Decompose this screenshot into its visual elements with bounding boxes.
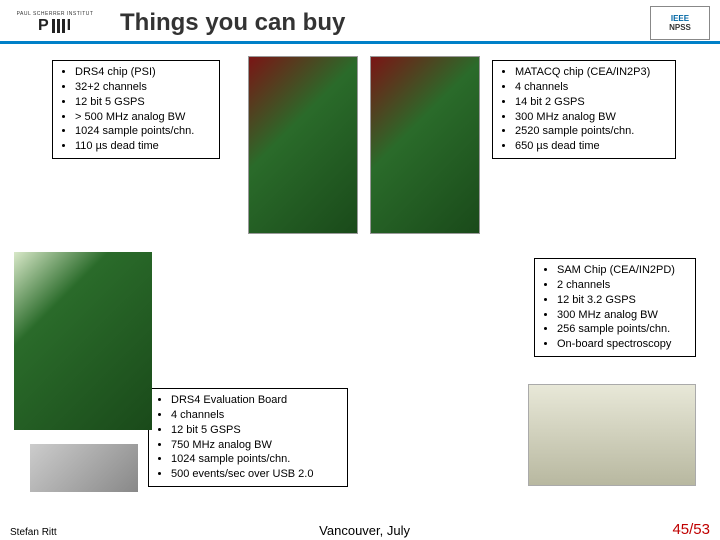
slide-footer: Stefan Ritt Vancouver, July 45/53 — [0, 516, 720, 540]
spec-box-drs4: DRS4 chip (PSI)32+2 channels12 bit 5 GSP… — [52, 60, 220, 159]
spec-item: 2 channels — [557, 278, 685, 293]
dongle-photo — [30, 444, 138, 492]
npss-text: NPSS — [669, 23, 691, 32]
spec-box-sam: SAM Chip (CEA/IN2PD)2 channels12 bit 3.2… — [534, 258, 696, 357]
footer-author: Stefan Ritt — [10, 527, 57, 538]
spec-item: DRS4 Evaluation Board — [171, 393, 337, 408]
spec-box-eval: DRS4 Evaluation Board4 channels12 bit 5 … — [148, 388, 348, 487]
spec-item: SAM Chip (CEA/IN2PD) — [557, 263, 685, 278]
ieee-text: IEEE — [671, 14, 689, 23]
footer-page: 45/53 — [672, 521, 710, 538]
spec-item: 1024 sample points/chn. — [75, 124, 209, 139]
spec-list-eval: DRS4 Evaluation Board4 channels12 bit 5 … — [155, 393, 337, 482]
spec-item: DRS4 chip (PSI) — [75, 65, 209, 80]
spec-item: 256 sample points/chn. — [557, 322, 685, 337]
spec-item: 2520 sample points/chn. — [515, 124, 665, 139]
board-photo-1 — [248, 56, 358, 234]
spec-item: MATACQ chip (CEA/IN2P3) — [515, 65, 665, 80]
spec-item: 12 bit 3.2 GSPS — [557, 293, 685, 308]
usb-wave-catcher-photo — [528, 384, 696, 486]
board-photo-2 — [370, 56, 480, 234]
spec-list-drs4: DRS4 chip (PSI)32+2 channels12 bit 5 GSP… — [59, 65, 209, 154]
spec-item: 32+2 channels — [75, 80, 209, 95]
spec-item: 14 bit 2 GSPS — [515, 95, 665, 110]
psi-logo: PAUL SCHERRER INSTITUT PI — [10, 6, 100, 40]
spec-item: 12 bit 5 GSPS — [171, 423, 337, 438]
psi-logo-main: PI — [38, 17, 72, 35]
spec-list-matacq: MATACQ chip (CEA/IN2P3)4 channels14 bit … — [499, 65, 665, 154]
spec-item: 110 µs dead time — [75, 139, 209, 154]
spec-item: 4 channels — [171, 408, 337, 423]
spec-list-sam: SAM Chip (CEA/IN2PD)2 channels12 bit 3.2… — [541, 263, 685, 352]
spec-item: 750 MHz analog BW — [171, 438, 337, 453]
spec-item: 500 events/sec over USB 2.0 — [171, 467, 337, 482]
spec-item: > 500 MHz analog BW — [75, 110, 209, 125]
spec-item: 4 channels — [515, 80, 665, 95]
spec-item: On-board spectroscopy — [557, 337, 685, 352]
spec-item: 300 MHz analog BW — [515, 110, 665, 125]
spec-item: 650 µs dead time — [515, 139, 665, 154]
slide-content: DRS4 chip (PSI)32+2 channels12 bit 5 GSP… — [0, 44, 720, 514]
slide-title: Things you can buy — [100, 9, 650, 37]
footer-location: Vancouver, July — [57, 523, 673, 538]
slide-header: PAUL SCHERRER INSTITUT PI Things you can… — [0, 0, 720, 44]
spec-box-matacq: MATACQ chip (CEA/IN2P3)4 channels14 bit … — [492, 60, 676, 159]
eval-board-photo — [14, 252, 152, 430]
ieee-npss-logo: IEEE NPSS — [650, 6, 710, 40]
spec-item: 12 bit 5 GSPS — [75, 95, 209, 110]
spec-item: 300 MHz analog BW — [557, 308, 685, 323]
spec-item: 1024 sample points/chn. — [171, 452, 337, 467]
